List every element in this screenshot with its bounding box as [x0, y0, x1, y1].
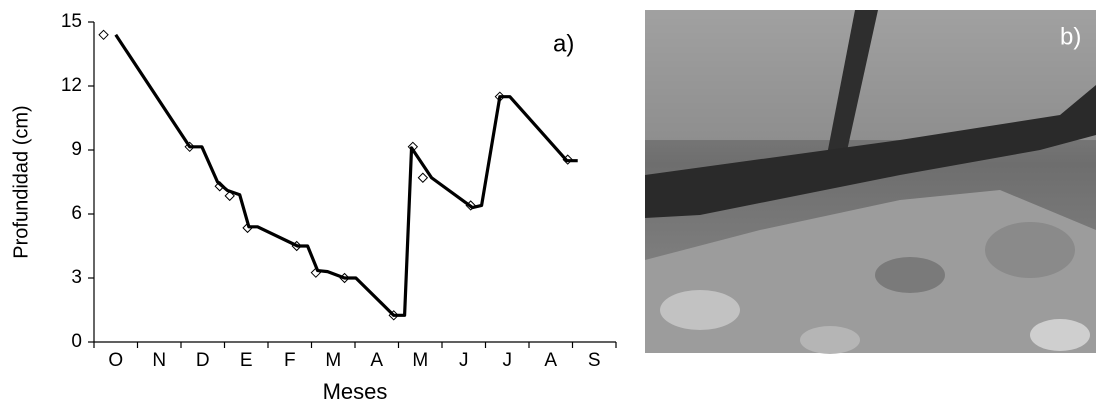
photo: b)	[645, 10, 1096, 354]
data-point	[98, 29, 109, 41]
rock	[985, 222, 1075, 278]
x-tick-label: E	[240, 350, 253, 371]
x-tick-label: N	[152, 350, 166, 371]
data-point	[417, 172, 429, 183]
x-tick-label: J	[459, 350, 469, 371]
stream	[645, 190, 1096, 353]
x-tick-label: D	[196, 350, 210, 371]
x-axis-title: Meses	[323, 379, 388, 404]
y-axis-title: Profundidad (cm)	[10, 105, 32, 258]
rock	[1030, 319, 1090, 351]
x-tick-label: F	[284, 350, 296, 371]
y-tick-label: 9	[71, 139, 82, 160]
data-line	[114, 33, 578, 317]
y-tick-label: 0	[71, 331, 82, 352]
x-tick-label: S	[588, 350, 601, 371]
x-tick-label: J	[503, 350, 513, 371]
y-tick-label: 3	[71, 267, 82, 288]
x-tick-label: A	[544, 350, 557, 371]
chart: a) Meses Profundidad (cm) 0 3 6 9 12 15 O N D E F M…	[10, 11, 617, 404]
rock	[800, 326, 860, 354]
x-tick-label: O	[108, 350, 123, 371]
y-tick-label: 12	[61, 75, 82, 96]
x-tick-label: A	[370, 350, 383, 371]
panel-label: b)	[1060, 23, 1081, 50]
panel-label: a)	[553, 30, 574, 57]
rock	[875, 257, 945, 293]
x-tick-label: M	[325, 350, 341, 371]
y-tick-label: 6	[71, 203, 82, 224]
x-tick-label: M	[412, 350, 428, 371]
tree-trunk	[826, 10, 878, 160]
fallen-log	[645, 85, 1096, 218]
rock	[660, 290, 740, 330]
y-tick-label: 15	[61, 11, 82, 32]
